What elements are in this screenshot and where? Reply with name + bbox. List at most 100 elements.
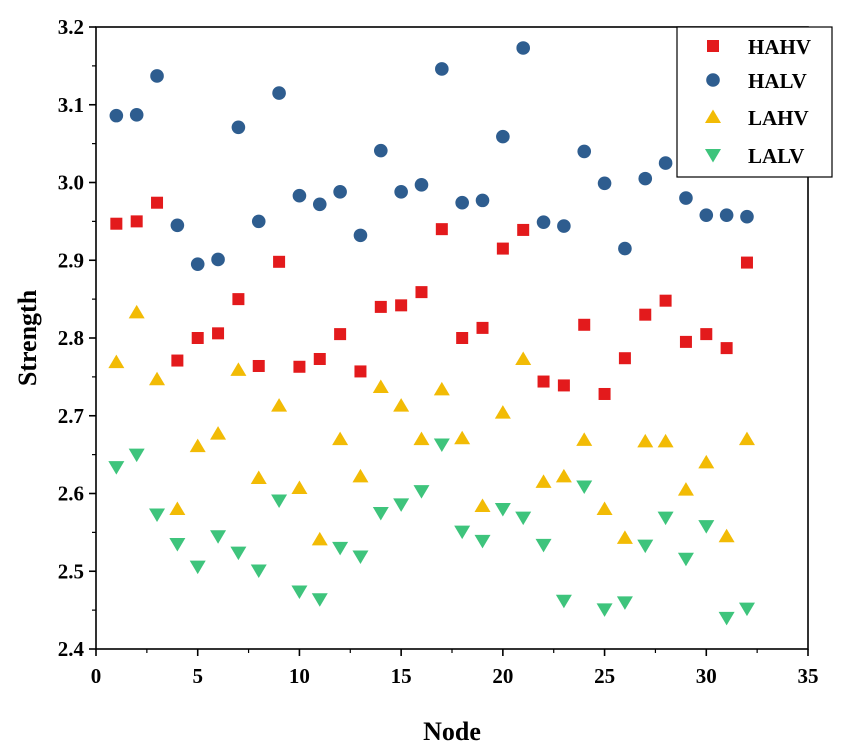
data-point-hahv [212, 327, 225, 340]
data-point-lahv [311, 531, 328, 546]
data-point-lahv [332, 431, 349, 446]
data-point-lahv [149, 371, 166, 386]
data-point-lalv [596, 603, 613, 617]
legend-box [676, 26, 833, 178]
data-point-lahv [616, 530, 633, 544]
data-point-hahv [517, 223, 530, 236]
data-point-hahv [700, 328, 713, 341]
data-markers [108, 41, 755, 626]
data-point-hahv [720, 342, 733, 355]
x-axis-ticks: 0 5 10 15 20 25 30 35 [91, 649, 819, 688]
y-axis-title: Strength [13, 289, 42, 386]
data-point-halv [333, 185, 347, 199]
data-point-halv [435, 62, 449, 76]
data-point-hahv [476, 321, 489, 334]
data-point-hahv [598, 387, 611, 400]
data-point-lalv [128, 448, 145, 463]
series-lahv [108, 304, 755, 546]
data-point-lahv [515, 351, 532, 365]
data-point-lahv [474, 498, 491, 512]
y-axis-ticks: 2.4 2.5 2.6 2.7 2.8 2.9 3.0 3.1 3.2 [58, 15, 96, 661]
data-point-lahv [576, 432, 593, 446]
y-tick-label: 2.7 [58, 404, 84, 428]
data-point-halv [353, 228, 368, 243]
y-tick-label: 2.4 [58, 637, 85, 661]
legend-marker-halv [706, 73, 720, 87]
data-point-lalv [210, 530, 227, 544]
data-point-halv [190, 257, 205, 271]
data-point-lahv [393, 398, 410, 412]
data-point-hahv [171, 354, 184, 367]
data-point-hahv [191, 332, 204, 344]
data-point-hahv [496, 242, 509, 255]
data-point-lalv [738, 602, 755, 617]
data-point-hahv [639, 308, 652, 321]
data-point-halv [414, 178, 429, 192]
y-tick-label: 2.5 [58, 559, 84, 583]
x-axis-title: Node [423, 717, 481, 746]
data-point-hahv [395, 299, 408, 312]
data-point-halv [272, 86, 286, 100]
data-point-halv [374, 143, 388, 158]
data-point-lahv [454, 430, 471, 445]
data-point-lalv [352, 550, 369, 564]
data-point-hahv [273, 255, 286, 268]
data-point-lahv [352, 468, 369, 483]
y-tick-label: 2.6 [58, 482, 84, 506]
data-point-hahv [374, 300, 387, 313]
series-hahv [110, 196, 753, 400]
y-tick-label: 3.2 [58, 15, 84, 39]
data-point-lalv [677, 552, 694, 567]
data-point-hahv [435, 223, 448, 236]
data-point-halv [679, 191, 693, 205]
data-point-halv [475, 193, 490, 208]
data-point-lalv [311, 593, 328, 607]
data-point-halv [109, 108, 124, 123]
series-lalv [108, 438, 755, 626]
data-point-hahv [618, 352, 631, 365]
data-point-lahv [596, 501, 613, 516]
data-point-halv [231, 120, 246, 135]
data-point-lalv [230, 546, 247, 561]
data-point-lalv [108, 461, 125, 475]
data-point-lalv [189, 560, 206, 575]
data-point-hahv [232, 293, 245, 306]
data-point-halv [312, 197, 327, 212]
x-tick-label: 35 [798, 664, 819, 688]
data-point-lahv [189, 438, 206, 453]
data-point-hahv [110, 217, 123, 230]
data-point-hahv [557, 379, 570, 392]
data-point-lalv [657, 511, 674, 526]
x-tick-label: 30 [696, 664, 717, 688]
data-point-hahv [537, 375, 550, 388]
data-point-halv [719, 208, 734, 222]
x-tick-label: 10 [289, 664, 310, 688]
data-point-halv [577, 144, 592, 159]
data-point-lalv [413, 485, 430, 499]
data-point-lalv [494, 503, 511, 517]
data-point-lahv [738, 431, 755, 446]
y-tick-label: 2.8 [58, 326, 84, 350]
x-tick-label: 5 [192, 664, 203, 688]
data-point-lahv [677, 482, 694, 496]
data-point-lalv [149, 508, 166, 522]
legend-label-halv: HALV [748, 69, 807, 93]
x-tick-label: 20 [492, 664, 513, 688]
data-point-lahv [210, 426, 227, 440]
data-point-halv [618, 241, 632, 256]
data-point-halv [658, 156, 673, 170]
data-point-lalv [698, 520, 715, 534]
x-tick-label: 0 [91, 664, 102, 688]
data-point-hahv [151, 196, 164, 209]
data-point-halv [536, 215, 551, 229]
data-point-halv [455, 195, 469, 210]
data-point-halv [292, 188, 307, 203]
data-point-lahv [535, 474, 552, 488]
data-point-halv [516, 41, 530, 55]
data-point-lalv [535, 538, 552, 553]
data-point-halv [251, 214, 266, 229]
data-point-hahv [252, 359, 265, 372]
x-tick-label: 15 [391, 664, 412, 688]
data-point-lahv [637, 433, 654, 448]
